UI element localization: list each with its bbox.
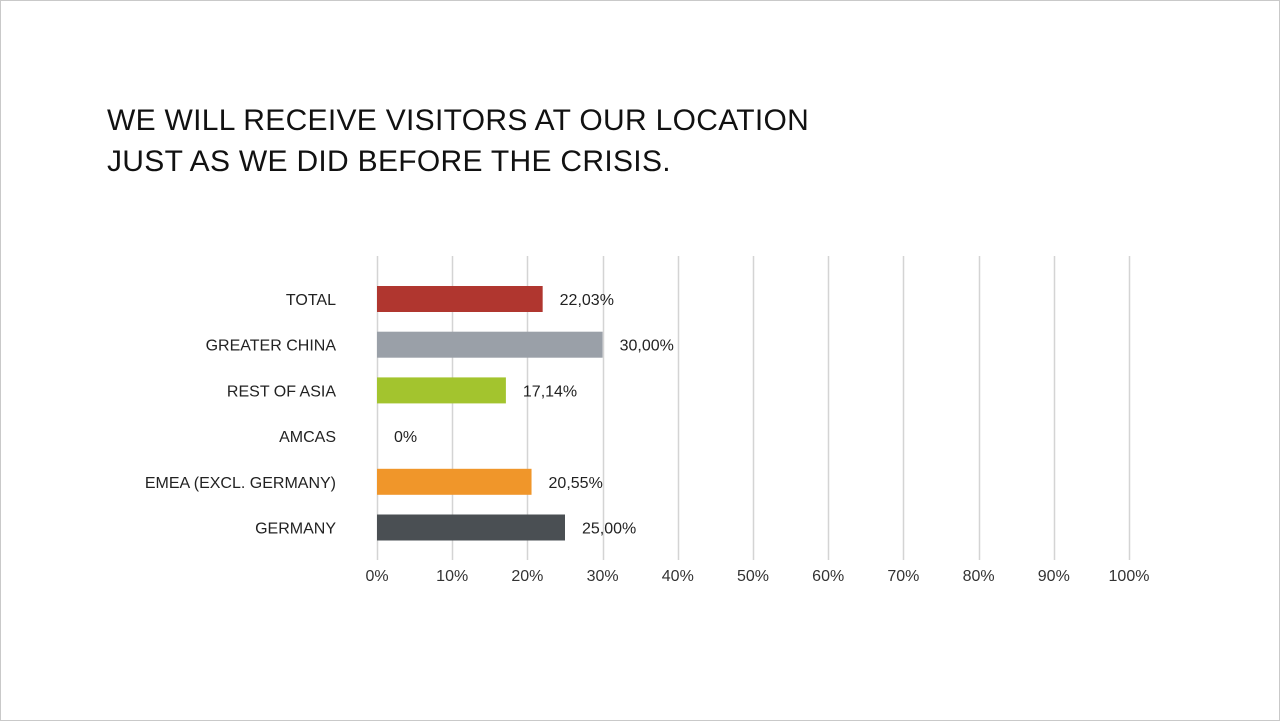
category-label: REST OF ASIA [227,383,336,400]
category-label: EMEA (EXCL. GERMANY) [145,475,336,492]
bars [377,286,603,541]
title-line-2: JUST AS WE DID BEFORE THE CRISIS. [107,145,671,178]
category-label: GERMANY [255,521,336,538]
x-tick-label: 80% [963,568,995,585]
x-tick-label: 90% [1038,568,1070,585]
category-label: AMCAS [279,429,336,446]
bar [377,377,506,404]
x-axis-tick-labels: 0% 10% 20% 30% 40% 50% 60% 70% 80% 90% 100% [365,568,1149,585]
value-label: 25,00% [582,521,636,538]
bar [377,514,565,541]
gridlines [376,256,1131,560]
value-label: 22,03% [560,292,614,309]
category-label: GREATER CHINA [206,338,337,355]
title-line-1: WE WILL RECEIVE VISITORS AT OUR LOCATION [107,104,810,137]
x-tick-label: 20% [511,568,543,585]
x-tick-label: 0% [365,568,388,585]
bar [377,286,543,312]
category-labels: TOTAL GREATER CHINA REST OF ASIA AMCAS EMEA … [145,292,336,538]
bar [377,468,532,495]
x-tick-label: 10% [436,568,468,585]
chart-title: WE WILL RECEIVE VISITORS AT OUR LOCATION… [107,100,809,182]
value-label: 0% [394,429,417,446]
category-label: TOTAL [286,292,336,309]
x-tick-label: 70% [887,568,919,585]
x-tick-label: 60% [812,568,844,585]
value-label: 30,00% [620,338,674,355]
bar [377,331,603,358]
x-tick-label: 100% [1109,568,1150,585]
value-labels: 22,03% 30,00% 17,14% 0% 20,55% 25,00% [394,292,674,538]
x-tick-label: 40% [662,568,694,585]
x-tick-label: 50% [737,568,769,585]
value-label: 20,55% [549,475,603,492]
value-label: 17,14% [523,383,577,400]
x-tick-label: 30% [587,568,619,585]
